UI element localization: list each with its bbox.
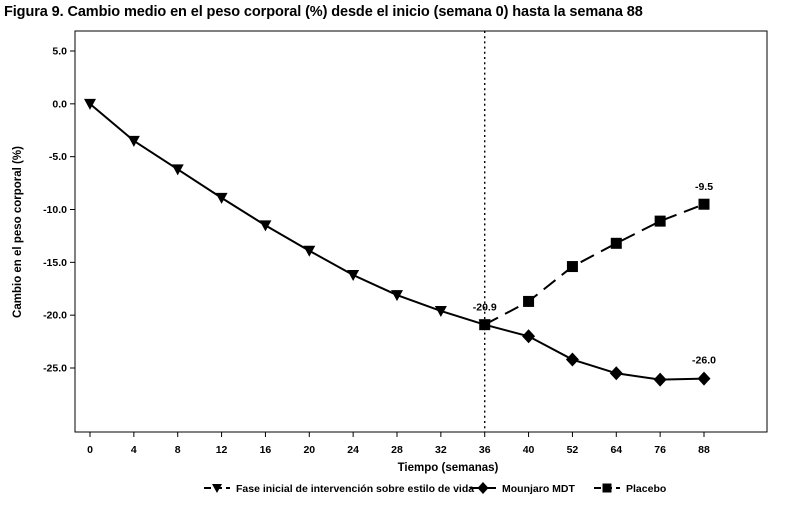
series-lifestyle-point bbox=[391, 290, 403, 302]
x-tick-label: 24 bbox=[347, 444, 359, 456]
series-mounjaro-point bbox=[653, 372, 667, 387]
legend-label: Fase inicial de intervención sobre estil… bbox=[236, 483, 474, 495]
y-tick-label: -10.0 bbox=[43, 204, 67, 216]
data-label: -20.9 bbox=[473, 302, 497, 314]
x-tick-label: 28 bbox=[391, 444, 403, 456]
series-mounjaro-line bbox=[484, 323, 705, 381]
x-tick-label: 40 bbox=[523, 444, 535, 456]
legend: Fase inicial de intervención sobre estil… bbox=[204, 482, 666, 495]
series-placebo-point bbox=[610, 237, 622, 249]
x-tick-label: 12 bbox=[216, 444, 228, 456]
legend-label: Mounjaro MDT bbox=[502, 483, 575, 495]
series-mounjaro-point bbox=[522, 329, 536, 344]
series-lifestyle bbox=[84, 98, 491, 331]
data-label: -9.5 bbox=[695, 181, 713, 193]
series-lifestyle-point bbox=[347, 270, 360, 282]
x-tick-label: 52 bbox=[567, 444, 579, 456]
y-tick-label: -15.0 bbox=[43, 257, 67, 269]
x-tick-label: 32 bbox=[435, 444, 447, 456]
plot-frame bbox=[74, 30, 768, 433]
series-lifestyle-point bbox=[84, 98, 96, 110]
legend-item: Mounjaro MDT bbox=[470, 482, 575, 495]
x-axis-label: Tiempo (semanas) bbox=[398, 462, 499, 474]
series-mounjaro-point bbox=[565, 352, 579, 367]
y-tick-label: 0.0 bbox=[52, 98, 67, 110]
legend-item: Placebo bbox=[594, 483, 666, 495]
x-tick-label: 4 bbox=[131, 444, 137, 456]
series-mounjaro-point bbox=[609, 366, 623, 381]
y-axis-label: Cambio en el peso corporal (%) bbox=[12, 146, 24, 318]
x-tick-label: 88 bbox=[698, 444, 710, 456]
x-tick-label: 36 bbox=[479, 444, 491, 456]
data-label-layer: -20.9 -9.5 -26.0 bbox=[473, 181, 716, 366]
series-placebo bbox=[484, 198, 710, 326]
y-tick-label: -25.0 bbox=[43, 363, 67, 375]
data-label: -26.0 bbox=[692, 355, 716, 367]
series-mounjaro-point bbox=[697, 371, 711, 386]
y-tick-label: -20.0 bbox=[43, 310, 67, 322]
series-placebo-point bbox=[698, 198, 710, 210]
x-tick-label: 8 bbox=[175, 444, 181, 456]
y-tick-label: -5.0 bbox=[49, 151, 67, 163]
x-tick-label: 0 bbox=[87, 444, 93, 456]
series-layer bbox=[84, 98, 711, 387]
legend-marker bbox=[477, 482, 489, 494]
series-lifestyle-point bbox=[434, 305, 447, 317]
series-lifestyle-point bbox=[303, 245, 316, 257]
x-tick-label: 64 bbox=[610, 444, 622, 456]
x-tick-label: 76 bbox=[654, 444, 666, 456]
series-placebo-point bbox=[566, 261, 578, 273]
axes-layer: 5.0 0.0 -5.0 -10.0 -15.0 -20.0 -25.0 0 4 8 12 16 20 2… bbox=[43, 46, 710, 457]
series-lifestyle-point bbox=[215, 192, 228, 204]
x-tick-label: 20 bbox=[303, 444, 315, 456]
x-tick-label: 16 bbox=[260, 444, 272, 456]
series-lifestyle-point bbox=[127, 135, 140, 147]
shared-point-triangle bbox=[478, 319, 491, 331]
legend-marker bbox=[212, 484, 222, 493]
legend-item: Fase inicial de intervención sobre estil… bbox=[204, 483, 474, 495]
legend-label: Placebo bbox=[626, 483, 666, 495]
series-placebo-line bbox=[484, 203, 705, 326]
series-lifestyle-point bbox=[171, 164, 184, 176]
series-placebo-point bbox=[523, 295, 535, 307]
series-mounjaro bbox=[484, 323, 711, 387]
series-lifestyle-line bbox=[89, 103, 486, 326]
chart-title: Figura 9. Cambio medio en el peso corpor… bbox=[4, 4, 643, 20]
legend-marker bbox=[602, 483, 612, 493]
series-lifestyle-point bbox=[259, 220, 272, 232]
series-placebo-point bbox=[654, 215, 666, 227]
y-tick-label: 5.0 bbox=[52, 46, 67, 58]
